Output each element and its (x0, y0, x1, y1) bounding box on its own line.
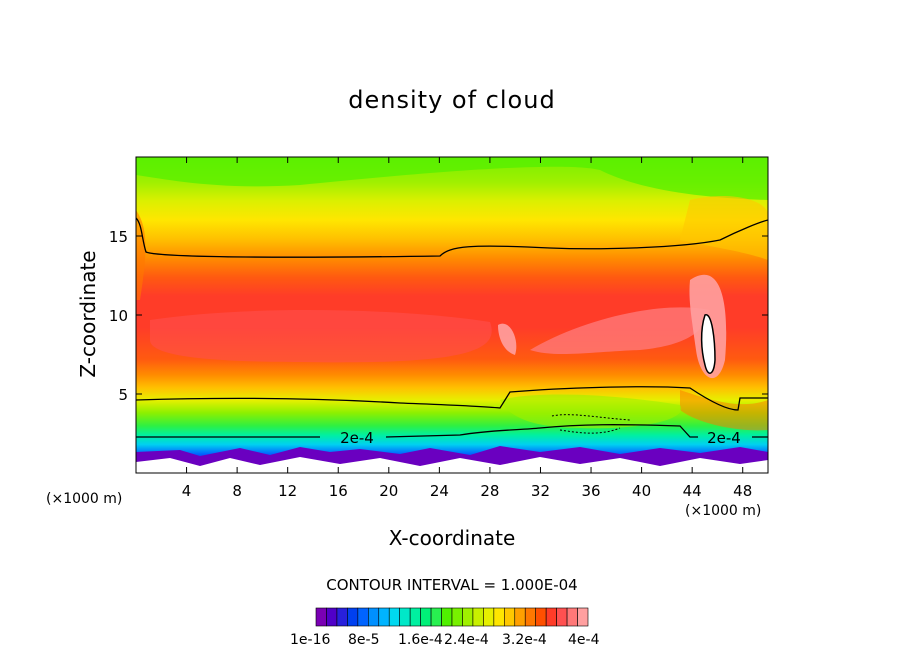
x-tick-label: 40 (632, 482, 651, 500)
colorbar-swatch (566, 607, 578, 627)
x-tick-label: 28 (480, 482, 499, 500)
chart-title: density of cloud (348, 86, 556, 114)
colorbar-swatch (524, 607, 536, 627)
x-tick-label: 32 (531, 482, 550, 500)
colorbar-swatch (430, 607, 442, 627)
x-axis: 4 8 12 16 20 24 28 32 36 40 44 48 (182, 157, 752, 500)
colorbar-swatch (462, 607, 474, 627)
colorbar-swatch (472, 607, 484, 627)
x-tick-label: 8 (232, 482, 242, 500)
x-tick-label: 16 (329, 482, 348, 500)
contour-label-left: 2e-4 (340, 429, 374, 447)
colorbar-swatch (409, 607, 421, 627)
colorbar-swatch (315, 607, 327, 627)
colorbar-label: 1.6e-4 (398, 632, 443, 648)
x-tick-label: 44 (683, 482, 702, 500)
colorbar-swatch (577, 607, 589, 627)
contour-interval: CONTOUR INTERVAL = 1.000E-04 (326, 576, 578, 594)
colorbar-swatch (326, 607, 338, 627)
colorbar-label: 8e-5 (348, 632, 380, 648)
y-tick-label: 10 (109, 307, 128, 325)
colorbar-labels: 1e-16 8e-5 1.6e-4 2.4e-4 3.2e-4 4e-4 (0, 632, 904, 650)
colorbar-swatch (483, 607, 495, 627)
x-unit-label-right: (×1000 m) (685, 503, 762, 519)
colorbar-swatch (347, 607, 359, 627)
contour-fill (136, 157, 768, 473)
colorbar-swatch (556, 607, 568, 627)
x-tick-label: 20 (379, 482, 398, 500)
colorbar-label: 1e-16 (290, 632, 331, 648)
x-tick-label: 36 (581, 482, 600, 500)
colorbar-swatch (535, 607, 547, 627)
colorbar-swatch (493, 607, 505, 627)
colorbar-swatch (399, 607, 411, 627)
x-tick-label: 4 (182, 482, 192, 500)
x-tick-label: 24 (430, 482, 449, 500)
colorbar-swatch (336, 607, 348, 627)
colorbar-swatch (504, 607, 516, 627)
colorbar-swatch (388, 607, 400, 627)
y-axis: 5 10 15 (109, 228, 768, 404)
x-unit-label-left: (×1000 m) (46, 491, 123, 507)
x-axis-label: X-coordinate (388, 526, 516, 550)
colorbar-swatch (378, 607, 390, 627)
colorbar-swatch (420, 607, 432, 627)
y-tick-label: 5 (118, 386, 128, 404)
y-tick-label: 15 (109, 228, 128, 246)
colorbar (315, 607, 589, 627)
colorbar-swatch (368, 607, 380, 627)
x-tick-label: 48 (733, 482, 752, 500)
colorbar-label: 2.4e-4 (444, 632, 489, 648)
colorbar-label: 3.2e-4 (502, 632, 547, 648)
x-tick-label: 12 (278, 482, 297, 500)
colorbar-label: 4e-4 (568, 632, 600, 648)
colorbar-swatch (357, 607, 369, 627)
colorbar-swatch (514, 607, 526, 627)
colorbar-swatch (441, 607, 453, 627)
colorbar-swatch (451, 607, 463, 627)
y-axis-label: Z-coordinate (76, 250, 100, 378)
colorbar-swatch (545, 607, 557, 627)
contour-label-right: 2e-4 (707, 429, 741, 447)
